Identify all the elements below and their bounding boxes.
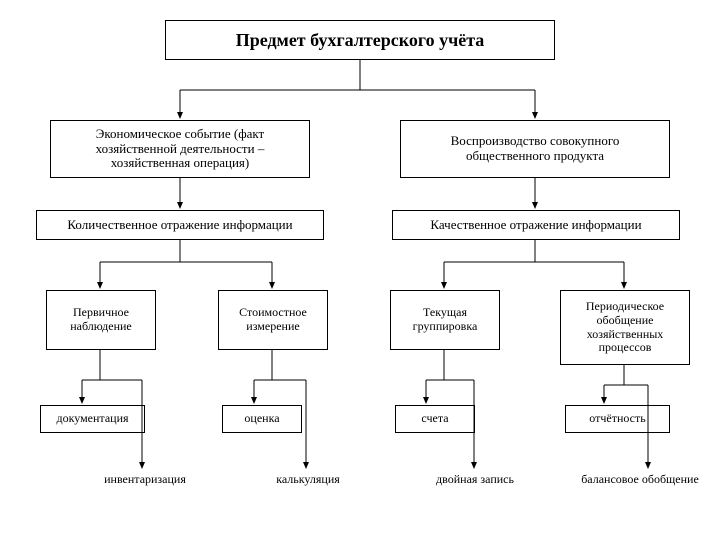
- level5-n2-box: оценка: [222, 405, 302, 433]
- level3-left-box: Количественное отражение информации: [36, 210, 324, 240]
- connector-lines: [0, 0, 720, 540]
- level6-n2-text-wrap: калькуляция: [248, 470, 368, 490]
- title-text: Предмет бухгалтерского учёта: [236, 30, 485, 51]
- level2-left-text: Экономическое событие (факт хозяйственно…: [57, 127, 303, 172]
- level2-left-box: Экономическое событие (факт хозяйственно…: [50, 120, 310, 178]
- level6-n4-text: балансовое обобщение: [581, 473, 699, 487]
- level5-n1-box: документация: [40, 405, 145, 433]
- level2-right-text: Воспроизводство совокупного общественног…: [407, 134, 663, 164]
- level3-right-box: Качественное отражение информации: [392, 210, 680, 240]
- level3-right-text: Качественное отражение информации: [430, 218, 641, 233]
- level5-n3-text: счета: [421, 412, 448, 426]
- level4-n4-box: Периодическое обобщение хозяйственных пр…: [560, 290, 690, 365]
- level6-n1-text: инвентаризация: [104, 473, 186, 487]
- level4-n3-box: Текущая группировка: [390, 290, 500, 350]
- level5-n2-text: оценка: [244, 412, 279, 426]
- level5-n1-text: документация: [56, 412, 128, 426]
- level5-n3-box: счета: [395, 405, 475, 433]
- level3-left-text: Количественное отражение информации: [67, 218, 292, 233]
- level2-right-box: Воспроизводство совокупного общественног…: [400, 120, 670, 178]
- level4-n3-text: Текущая группировка: [397, 306, 493, 334]
- level4-n1-box: Первичное наблюдение: [46, 290, 156, 350]
- level6-n3-text-wrap: двойная запись: [410, 470, 540, 490]
- level4-n2-text: Стоимостное измерение: [225, 306, 321, 334]
- level6-n2-text: калькуляция: [276, 473, 340, 487]
- level4-n2-box: Стоимостное измерение: [218, 290, 328, 350]
- level5-n4-box: отчётность: [565, 405, 670, 433]
- level6-n4-text-wrap: балансовое обобщение: [560, 470, 720, 490]
- level4-n1-text: Первичное наблюдение: [53, 306, 149, 334]
- level5-n4-text: отчётность: [589, 412, 645, 426]
- level6-n3-text: двойная запись: [436, 473, 514, 487]
- level4-n4-text: Периодическое обобщение хозяйственных пр…: [567, 300, 683, 355]
- title-box: Предмет бухгалтерского учёта: [165, 20, 555, 60]
- level6-n1-text-wrap: инвентаризация: [80, 470, 210, 490]
